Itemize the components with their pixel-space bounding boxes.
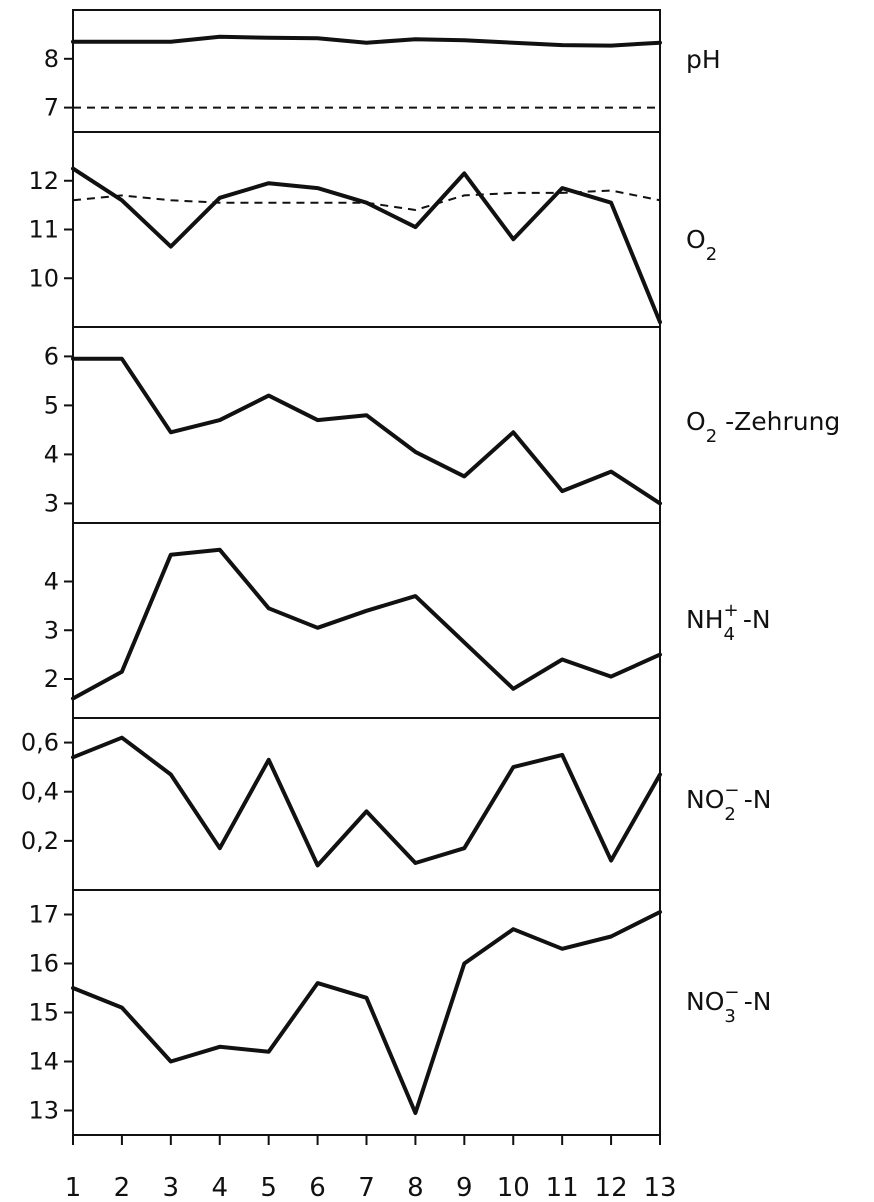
panel-label-no2: NO− 2 -N [686,780,772,825]
label-subscript: 4 [724,624,735,645]
y-tick-label: 0,6 [21,729,59,757]
y-tick-label: 14 [28,1048,59,1076]
y-tick-label: 10 [28,264,59,292]
panel-no2: 0,2 0,4 0,6 NO− 2 -N [21,717,772,868]
plot-frame [72,9,661,1136]
label-main: O [686,407,706,436]
label-main: NO [686,785,724,814]
y-tick-label: 6 [44,342,59,370]
panel-no3: 13 14 15 16 17 NO− 3 -N [28,889,772,1125]
panel-label-o2z: O2 -Zehrung [686,407,840,447]
series-line-o2-solid [71,166,662,325]
series-line-no3-solid [71,910,662,1115]
label-tail: -N [736,987,772,1016]
label-tail: -Zehrung [717,407,840,436]
y-tick-label: 4 [44,568,59,596]
x-tick-label: 2 [114,1173,131,1202]
panel-label-no3: NO− 3 -N [686,982,772,1027]
y-tick-label: 7 [44,94,59,122]
series-line-o2-dashed [72,189,661,212]
label-superscript: + [724,600,739,621]
x-tick-label: 12 [595,1173,628,1202]
series-line-o2z-solid [71,356,662,506]
y-tick-label: 8 [44,45,59,73]
label-superscript: − [724,982,739,1003]
label-main: NH [686,605,724,634]
y-tick-label: 0,2 [21,827,59,855]
panel-o2z: 3 4 5 6 O2 -Zehrung [44,326,840,517]
y-tick-label: 0,4 [21,778,59,806]
label-main: NO [686,987,724,1016]
y-tick-label: 12 [28,167,59,195]
label-subscript: 2 [706,426,717,447]
x-tick-label: 13 [643,1173,676,1202]
label-tail: -N [736,785,772,814]
y-tick-label: 16 [28,950,59,978]
label-main: O [686,225,706,254]
panel-label-ph: pH [686,45,721,74]
x-tick-label: 4 [211,1173,228,1202]
panel-ph: 7 8 pH [44,34,721,122]
y-tick-label: 17 [28,901,59,929]
y-tick-label: 3 [44,489,59,517]
y-tick-label: 11 [28,216,59,244]
y-tick-label: 4 [44,440,59,468]
label-subscript: 3 [724,1006,735,1027]
x-tick-label: 10 [497,1173,530,1202]
label-superscript: − [724,780,739,801]
label-main: pH [686,45,721,74]
y-tick-label: 13 [28,1097,59,1125]
x-tick-label: 9 [456,1173,473,1202]
x-tick-label: 11 [546,1173,579,1202]
label-subscript: 2 [706,244,717,265]
series-line-ph-solid [71,34,662,48]
y-tick-label: 2 [44,665,59,693]
x-tick-label: 1 [65,1173,82,1202]
panel-o2: 10 11 12 O2 [28,131,717,325]
x-tick-label: 5 [260,1173,277,1202]
panel-label-nh4: NH+ 4 -N [686,600,771,645]
label-subscript: 2 [724,804,735,825]
y-tick-label: 5 [44,391,59,419]
y-tick-label: 15 [28,999,59,1027]
y-tick-label: 3 [44,616,59,644]
x-tick-label: 6 [309,1173,326,1202]
panel-label-o2: O2 [686,225,717,265]
x-tick-label: 3 [163,1173,180,1202]
x-tick-label: 7 [358,1173,375,1202]
series-line-no2-solid [71,735,662,868]
series-line-nh4-solid [71,547,662,701]
x-tick-label: 8 [407,1173,424,1202]
label-tail: -N [735,605,771,634]
